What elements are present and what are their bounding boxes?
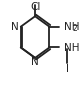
Text: 2: 2 [72, 24, 77, 33]
Text: N: N [31, 57, 39, 67]
Text: I: I [66, 64, 69, 74]
Text: N: N [11, 22, 19, 32]
Text: NH: NH [64, 22, 79, 32]
Text: Cl: Cl [30, 2, 40, 12]
Text: NH: NH [64, 43, 79, 53]
